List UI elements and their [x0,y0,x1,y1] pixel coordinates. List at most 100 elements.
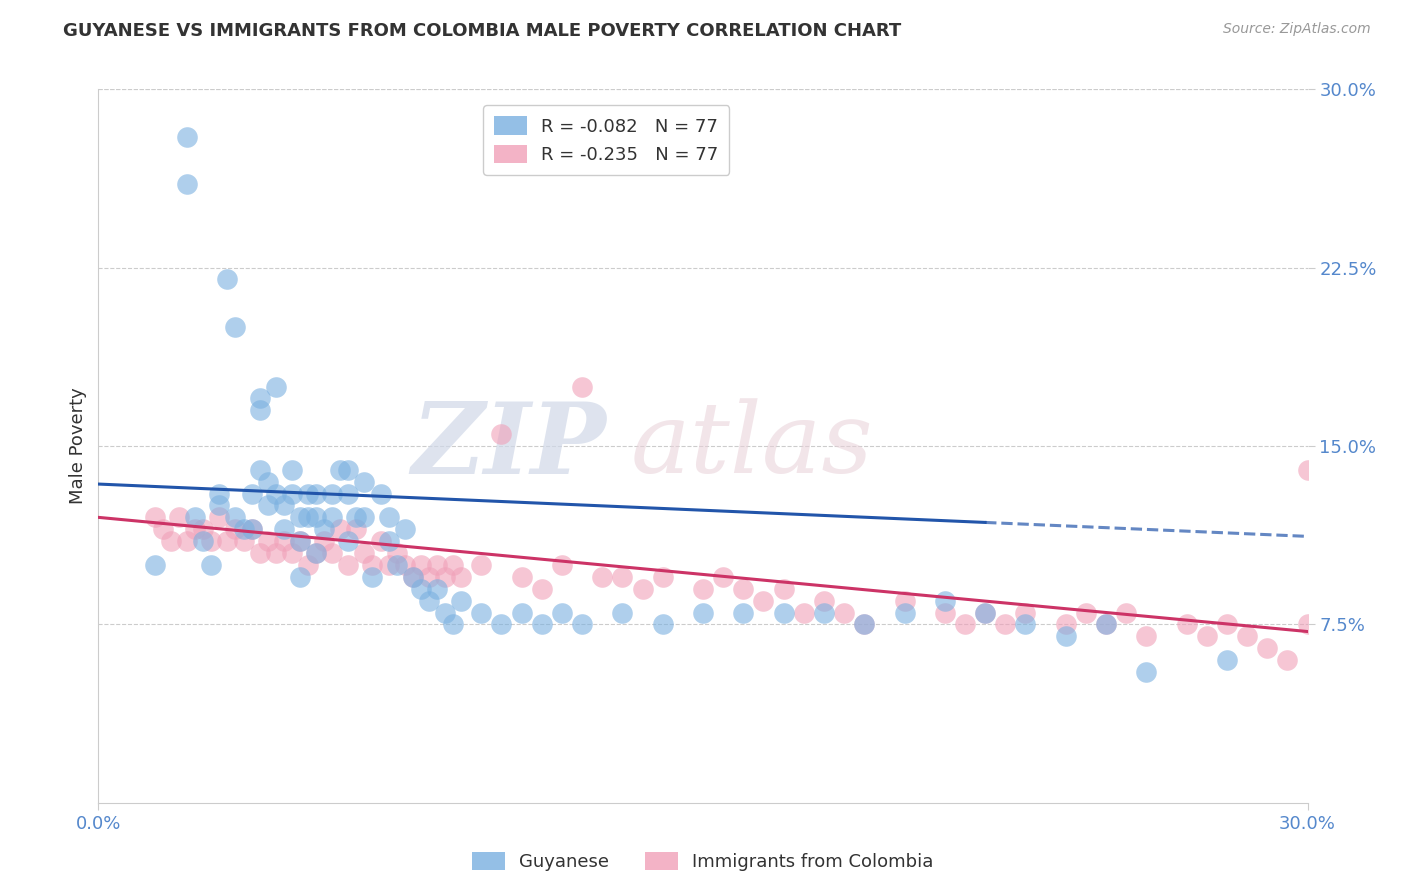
Point [353,546,375,560]
Point [631,582,654,596]
Text: atlas: atlas [630,399,873,493]
Point [256,475,278,489]
Point [1277,653,1299,667]
Point [377,558,399,572]
Point [305,546,328,560]
Point [733,606,755,620]
Point [974,606,997,620]
Point [1175,617,1198,632]
Point [305,510,328,524]
Point [167,510,190,524]
Point [370,534,392,549]
Point [249,403,271,417]
Point [273,499,295,513]
Point [752,593,775,607]
Point [974,606,997,620]
Point [418,593,440,607]
Point [321,546,343,560]
Point [314,522,336,536]
Point [510,570,533,584]
Point [772,582,794,596]
Point [344,522,367,536]
Point [934,606,956,620]
Point [832,606,855,620]
Point [491,427,513,442]
Point [193,522,215,536]
Point [176,178,198,192]
Point [297,486,319,500]
Point [337,463,360,477]
Point [249,392,271,406]
Point [297,510,319,524]
Point [470,558,492,572]
Y-axis label: Male Poverty: Male Poverty [69,388,87,504]
Point [256,499,278,513]
Point [232,522,254,536]
Point [530,582,553,596]
Point [370,486,392,500]
Point [418,570,440,584]
Point [240,522,263,536]
Point [281,546,304,560]
Point [224,522,246,536]
Point [217,272,239,286]
Point [571,617,593,632]
Point [273,522,295,536]
Point [953,617,976,632]
Point [305,546,328,560]
Point [208,499,231,513]
Point [200,534,222,549]
Point [1014,606,1036,620]
Text: GUYANESE VS IMMIGRANTS FROM COLOMBIA MALE POVERTY CORRELATION CHART: GUYANESE VS IMMIGRANTS FROM COLOMBIA MAL… [63,22,901,40]
Point [1074,606,1097,620]
Point [994,617,1017,632]
Point [256,534,278,549]
Point [813,606,835,620]
Point [200,558,222,572]
Point [281,463,304,477]
Point [353,510,375,524]
Point [337,558,360,572]
Point [329,463,352,477]
Point [591,570,613,584]
Point [264,546,287,560]
Point [361,558,384,572]
Point [224,510,246,524]
Point [249,546,271,560]
Point [441,617,464,632]
Point [297,558,319,572]
Point [264,379,287,393]
Point [208,510,231,524]
Legend: R = -0.082   N = 77, R = -0.235   N = 77: R = -0.082 N = 77, R = -0.235 N = 77 [484,105,730,175]
Legend: Guyanese, Immigrants from Colombia: Guyanese, Immigrants from Colombia [465,845,941,879]
Point [176,129,198,144]
Point [612,606,634,620]
Point [1115,606,1137,620]
Point [1135,665,1157,679]
Point [651,570,673,584]
Point [193,534,215,549]
Point [1216,617,1239,632]
Text: ZIP: ZIP [412,398,606,494]
Point [402,570,425,584]
Point [217,534,239,549]
Point [793,606,815,620]
Point [1095,617,1118,632]
Point [224,320,246,334]
Point [893,593,915,607]
Point [510,606,533,620]
Point [329,522,352,536]
Point [450,593,472,607]
Text: Source: ZipAtlas.com: Source: ZipAtlas.com [1223,22,1371,37]
Point [426,558,449,572]
Point [377,510,399,524]
Point [377,534,399,549]
Point [288,534,311,549]
Point [394,558,416,572]
Point [394,522,416,536]
Point [711,570,734,584]
Point [249,463,271,477]
Point [337,486,360,500]
Point [184,510,207,524]
Point [305,486,328,500]
